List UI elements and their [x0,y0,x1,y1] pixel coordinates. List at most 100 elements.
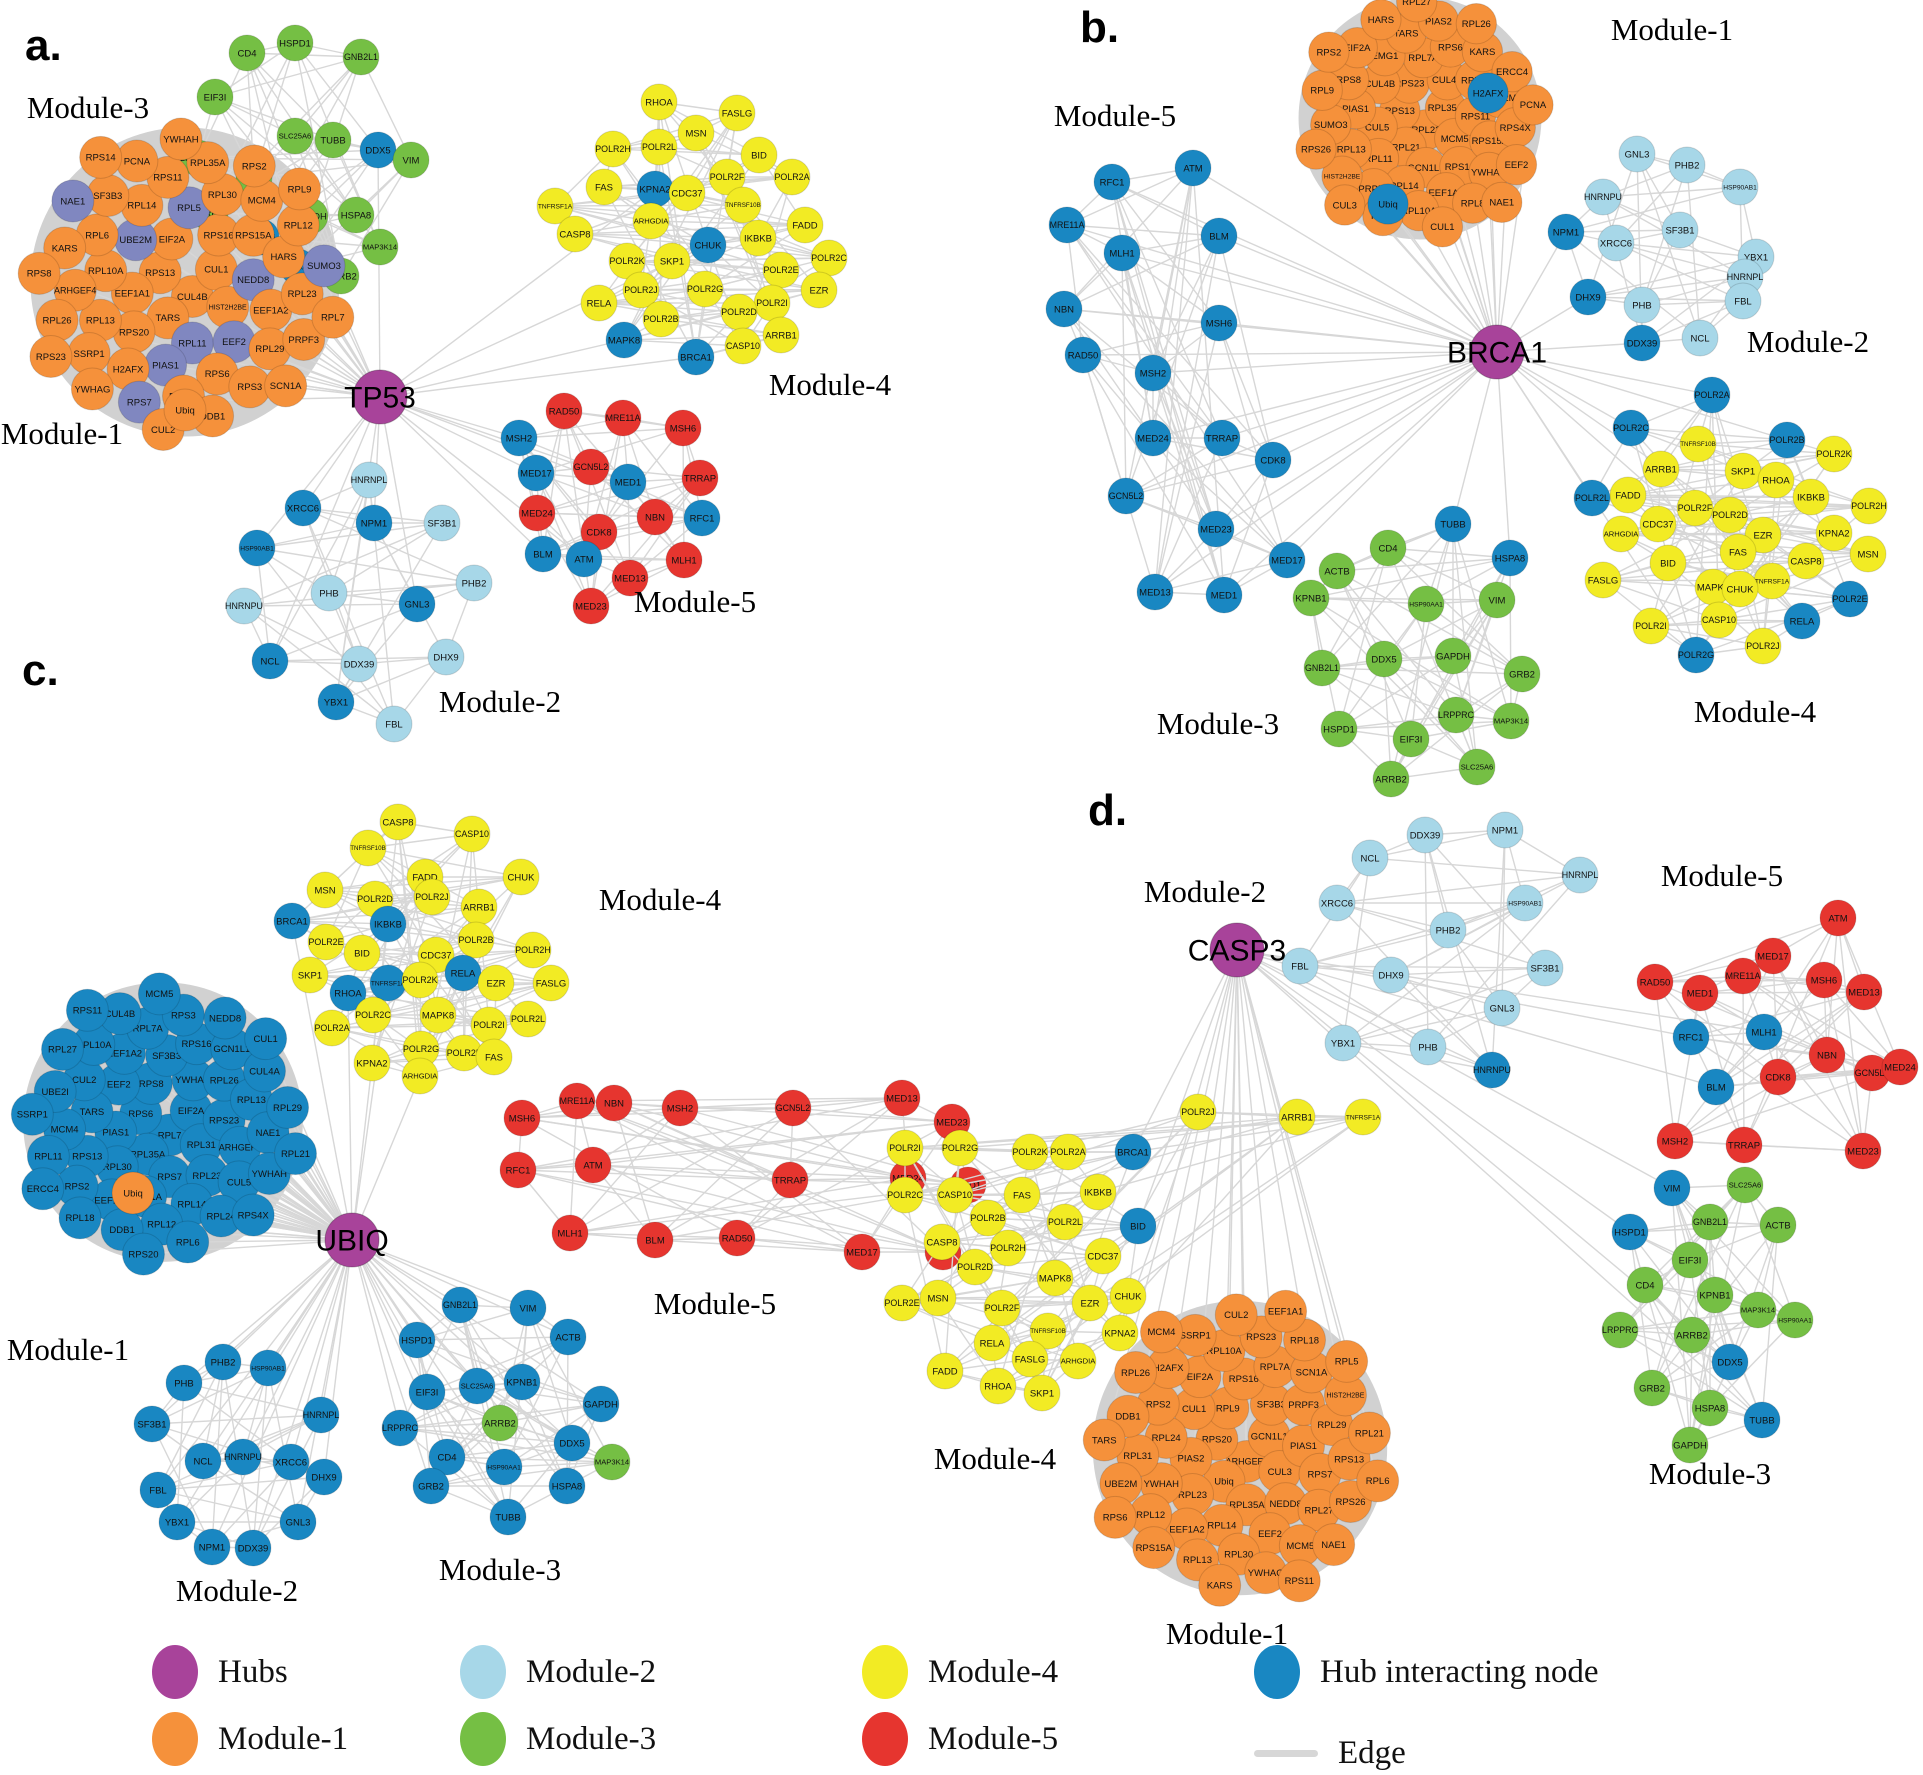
node-MSN[interactable]: MSN [1849,535,1887,573]
node-MED17[interactable]: MED17 [517,454,555,492]
node-FADD[interactable]: FADD [1609,476,1647,514]
node-RPS8[interactable]: RPS8 [17,251,61,295]
node-EEF2[interactable]: EEF2 [1495,144,1538,186]
node-SF3B1[interactable]: SF3B1 [1526,949,1564,987]
node-SLC25A6[interactable]: SLC25A6 [276,117,314,155]
node-MSH6[interactable]: MSH6 [1200,304,1238,342]
node-TUBB[interactable]: TUBB [1743,1401,1781,1439]
node-MAPK8[interactable]: MAPK8 [419,996,457,1034]
node-DDX5[interactable]: DDX5 [1711,1343,1749,1381]
node-GNB2L1[interactable]: GNB2L1 [1303,649,1341,687]
node-FASLG[interactable]: FASLG [1011,1340,1049,1378]
node-TUBB[interactable]: TUBB [314,121,352,159]
node-FADD[interactable]: FADD [786,206,824,244]
node-MED23[interactable]: MED23 [572,587,610,625]
node-RPS2[interactable]: RPS2 [232,144,276,188]
node-PCNA[interactable]: PCNA [115,139,159,183]
node-MCM4[interactable]: MCM4 [1139,1310,1183,1354]
node-SKP1[interactable]: SKP1 [291,956,329,994]
node-VIM[interactable]: VIM [392,141,430,179]
node-TNFRSF10B[interactable]: TNFRSF10B [724,186,762,224]
node-NCL[interactable]: NCL [251,642,289,680]
node-POLR2F[interactable]: POLR2F [1676,489,1714,527]
node-RELA[interactable]: RELA [973,1324,1011,1362]
node-RHOA[interactable]: RHOA [979,1367,1017,1405]
node-NBN[interactable]: NBN [636,498,674,536]
node-CASP8[interactable]: CASP8 [556,215,594,253]
node-MED17[interactable]: MED17 [1268,541,1306,579]
node-CASP10[interactable]: CASP10 [936,1176,974,1214]
node-FBL[interactable]: FBL [1724,282,1762,320]
node-MED24[interactable]: MED24 [1134,419,1172,457]
node-RELA[interactable]: RELA [580,284,618,322]
node-VIM[interactable]: VIM [1653,1169,1691,1207]
node-GNB2L1[interactable]: GNB2L1 [1691,1203,1729,1241]
node-IKBKB[interactable]: IKBKB [369,905,407,943]
node-IKBKB[interactable]: IKBKB [1792,478,1830,516]
node-GNL3[interactable]: GNL3 [398,585,436,623]
node-GRB2[interactable]: GRB2 [1503,655,1541,693]
node-Ubiq[interactable]: Ubiq [163,388,207,432]
node-BLM[interactable]: BLM [1697,1068,1735,1106]
node-MSH6[interactable]: MSH6 [503,1099,541,1137]
node-KPNB1[interactable]: KPNB1 [1292,579,1330,617]
node-GNL3[interactable]: GNL3 [1483,989,1521,1027]
node-CHUK[interactable]: CHUK [1721,570,1759,608]
node-MSH2[interactable]: MSH2 [500,419,538,457]
node-POLR2I[interactable]: POLR2I [753,284,791,322]
node-RPL26[interactable]: RPL26 [35,298,79,342]
node-MSN[interactable]: MSN [677,114,715,152]
node-RPS14[interactable]: RPS14 [79,135,123,179]
node-NPM1[interactable]: NPM1 [1486,811,1524,849]
node-GAPDH[interactable]: GAPDH [1434,637,1472,675]
node-MRE11A[interactable]: MRE11A [558,1082,596,1120]
node-FAS[interactable]: FAS [475,1038,513,1076]
node-RPL6[interactable]: RPL6 [1356,1459,1400,1503]
node-ATM[interactable]: ATM [565,540,603,578]
node-MSH2[interactable]: MSH2 [1134,354,1172,392]
node-ACTB[interactable]: ACTB [549,1318,587,1356]
node-Ubiq[interactable]: Ubiq [111,1171,155,1215]
node-MSH2[interactable]: MSH2 [661,1089,699,1127]
node-FBL[interactable]: FBL [1281,947,1319,985]
node-DHX9[interactable]: DHX9 [1569,278,1607,316]
node-PHB[interactable]: PHB [1409,1028,1447,1066]
node-POLR2E[interactable]: POLR2E [1831,580,1869,618]
node-HNRNPL[interactable]: HNRNPL [302,1396,340,1434]
node-RPL21[interactable]: RPL21 [273,1132,317,1176]
node-H2AFX[interactable]: H2AFX [1467,72,1509,114]
node-DDX5[interactable]: DDX5 [359,131,397,169]
node-POLR2B[interactable]: POLR2B [642,300,680,338]
node-FADD[interactable]: FADD [926,1352,964,1390]
node-RPS20[interactable]: RPS20 [121,1232,165,1276]
node-BID[interactable]: BID [1649,544,1687,582]
node-MSN[interactable]: MSN [919,1279,957,1317]
node-POLR2D[interactable]: POLR2D [1711,496,1749,534]
node-KPNA2[interactable]: KPNA2 [636,170,674,208]
node-CASP10[interactable]: CASP10 [453,815,491,853]
node-MLH1[interactable]: MLH1 [665,541,703,579]
node-RPL26[interactable]: RPL26 [1114,1351,1158,1395]
node-EEF1A1[interactable]: EEF1A1 [1264,1289,1308,1333]
node-MED23[interactable]: MED23 [1844,1132,1882,1170]
node-ARRB2[interactable]: ARRB2 [481,1404,519,1442]
node-KPNB1[interactable]: KPNB1 [503,1363,541,1401]
node-HSPD1[interactable]: HSPD1 [276,24,314,62]
node-MSH2[interactable]: MSH2 [1656,1122,1694,1160]
node-FBL[interactable]: FBL [375,705,413,743]
node-POLR2D[interactable]: POLR2D [720,293,758,331]
node-RFC1[interactable]: RFC1 [499,1151,537,1189]
node-POLR2E[interactable]: POLR2E [883,1284,921,1322]
node-YWHAG[interactable]: YWHAG [70,367,114,411]
node-MED1[interactable]: MED1 [609,463,647,501]
node-POLR2L[interactable]: POLR2L [1573,479,1611,517]
node-ARHGDIA[interactable]: ARHGDIA [401,1057,439,1095]
node-RPL27[interactable]: RPL27 [41,1027,85,1071]
node-POLR2H[interactable]: POLR2H [989,1229,1027,1267]
node-POLR2I[interactable]: POLR2I [886,1129,924,1167]
node-GCN5L2[interactable]: GCN5L2 [572,448,610,486]
node-MED24[interactable]: MED24 [518,494,556,532]
node-ATM[interactable]: ATM [574,1146,612,1184]
node-RFC1[interactable]: RFC1 [1672,1018,1710,1056]
node-ARRB1[interactable]: ARRB1 [460,888,498,926]
